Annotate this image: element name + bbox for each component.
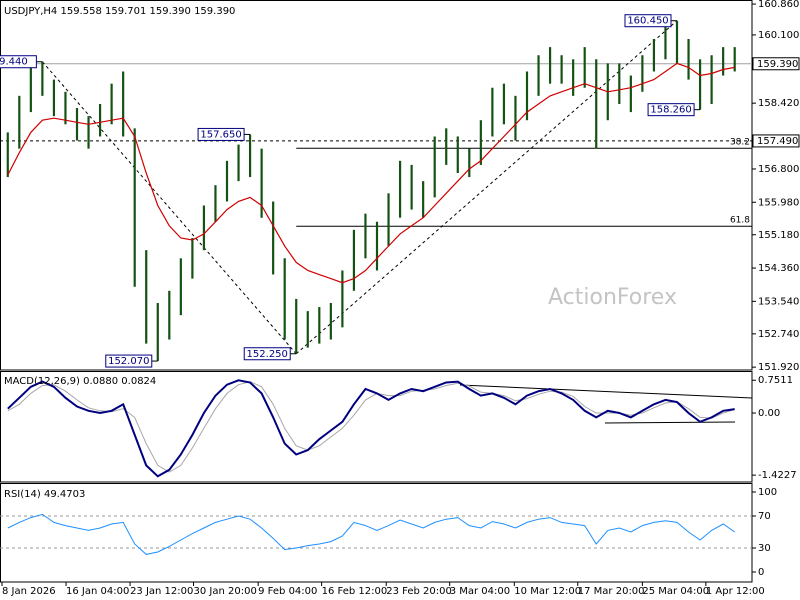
x-tick-label: 8 Jan 2026	[2, 586, 56, 597]
y-tick-label: 30	[758, 543, 771, 554]
price-title: USDJPY,H4 159.558 159.701 159.390 159.39…	[4, 6, 235, 17]
x-tick-label: 3 Mar 04:00	[450, 586, 510, 597]
macd-trendline	[604, 421, 736, 424]
x-tick-label: 30 Jan 20:00	[194, 586, 257, 597]
annotation-label: 157.650	[200, 129, 241, 140]
annotation-box	[243, 347, 291, 361]
watermark: ActionForex	[548, 285, 677, 310]
fib-label: 61.8	[730, 216, 750, 226]
y-tick-label: 70	[758, 511, 771, 522]
y-tick-label: 153.540	[758, 296, 799, 307]
y-tick-label: 155.180	[758, 230, 799, 241]
x-tick-label: 10 Mar 12:00	[514, 586, 581, 597]
x-tick-label: 16 Feb 12:00	[322, 586, 388, 597]
annotation-box	[647, 103, 695, 117]
annotation-box	[105, 354, 153, 368]
annotation-label: 158.260	[650, 105, 691, 116]
y-tick-label: 0	[758, 567, 764, 578]
y-tick-label: 152.740	[758, 329, 799, 340]
indicator-line	[7, 513, 735, 555]
x-tick-label: 16 Jan 04:00	[66, 586, 129, 597]
x-tick-label: 17 Mar 20:00	[578, 586, 645, 597]
rsi-panel	[0, 483, 753, 583]
moving-average	[7, 62, 735, 284]
y-tick-label: 151.920	[758, 362, 799, 373]
annotation-label: 152.250	[247, 349, 288, 360]
price-panel	[0, 0, 753, 371]
y-tick-label: 154.360	[758, 263, 799, 274]
annotation-label: 9.440	[0, 57, 28, 68]
trend-line	[42, 61, 297, 355]
annotation-box	[197, 127, 245, 141]
x-tick-label: 9 Feb 04:00	[258, 586, 317, 597]
price-box-label: 159.390	[757, 59, 798, 70]
x-tick-label: 25 Mar 04:00	[642, 586, 709, 597]
x-tick-label: 23 Feb 20:00	[386, 586, 452, 597]
indicator-line	[7, 379, 735, 478]
y-tick-label: 100	[758, 487, 777, 498]
price-box-label: 157.490	[757, 136, 798, 147]
annotation-box	[0, 55, 37, 69]
price-box	[752, 134, 800, 148]
y-tick-label: -1.4227	[758, 470, 797, 481]
rsi-title: RSI(14) 49.4703	[4, 489, 85, 500]
annotation-label: 152.070	[108, 356, 149, 367]
trend-line	[295, 20, 678, 355]
price-box	[752, 57, 800, 71]
y-tick-label: 0.00	[758, 408, 780, 419]
y-tick-label: 160.860	[758, 0, 799, 10]
annotation-box	[624, 14, 672, 28]
x-tick-label: 1 Apr 12:00	[706, 586, 765, 597]
y-tick-label: 0.7511	[758, 375, 793, 386]
macd-title: MACD(12,26,9) 0.0880 0.0824	[4, 376, 156, 387]
y-tick-label: 156.800	[758, 164, 799, 175]
macd-panel	[0, 371, 753, 483]
y-tick-label: 155.980	[758, 197, 799, 208]
fib-label: 38.2	[730, 138, 750, 148]
y-tick-label: 160.100	[758, 30, 799, 41]
y-tick-label: 158.420	[758, 98, 799, 109]
annotation-label: 160.450	[627, 16, 668, 27]
x-tick-label: 23 Jan 12:00	[130, 586, 193, 597]
macd-trendline	[459, 384, 753, 399]
indicator-line	[7, 381, 735, 473]
